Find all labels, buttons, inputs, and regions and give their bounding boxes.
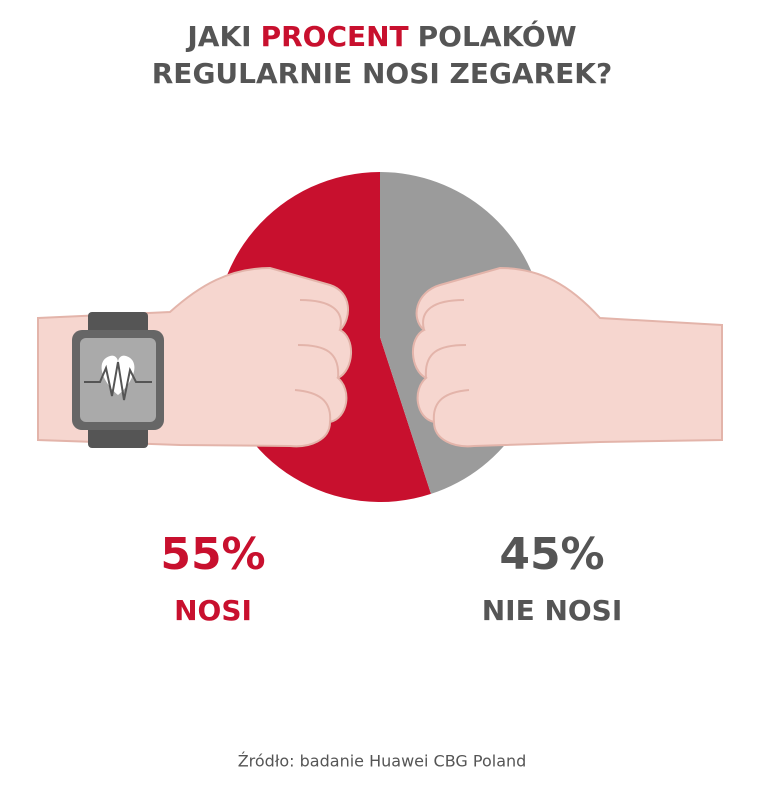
source: Źródło: badanie Huawei CBG Poland xyxy=(238,752,527,771)
chart-title-line: JAKI PROCENT POLAKÓW xyxy=(185,19,576,53)
value-label: 55% xyxy=(160,529,265,580)
right-hand xyxy=(411,266,723,448)
value-label: 45% xyxy=(499,529,604,580)
left-hand xyxy=(37,266,353,448)
category-label: NOSI xyxy=(174,594,252,627)
title-highlight: PROCENT xyxy=(261,20,409,53)
category-label: NIE NOSI xyxy=(482,594,623,627)
title-word: JAKI xyxy=(185,20,251,53)
title-word: POLAKÓW xyxy=(418,19,577,53)
chart-title-line: REGULARNIE NOSI ZEGAREK? xyxy=(152,57,612,90)
